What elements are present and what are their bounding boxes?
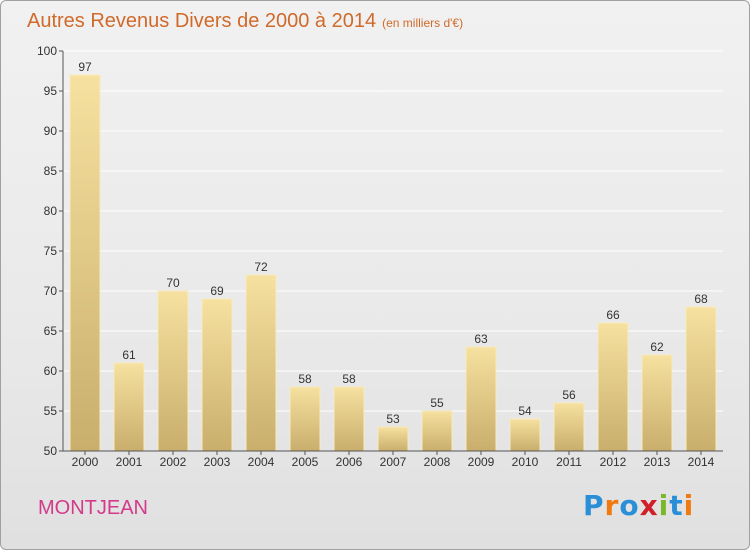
- value-label-2012: 66: [606, 308, 620, 322]
- bar-2001: [113, 362, 145, 452]
- x-tick-label-2003: 2003: [204, 455, 231, 469]
- x-tick-label-2004: 2004: [248, 455, 275, 469]
- chart-title-unit: (en milliers d'€): [382, 16, 464, 30]
- chart-title: Autres Revenus Divers de 2000 à 2014 (en …: [27, 10, 463, 33]
- y-tick-label: 55: [44, 404, 58, 418]
- value-label-2002: 70: [166, 276, 180, 290]
- y-tick-label: 95: [44, 84, 58, 98]
- value-label-2013: 62: [650, 340, 664, 354]
- chart-title-text: Autres Revenus Divers de 2000 à 2014: [27, 10, 377, 32]
- x-tick-label-2000: 2000: [72, 455, 99, 469]
- logo-letter: t: [669, 489, 684, 522]
- y-tick-label: 70: [44, 284, 58, 298]
- bar-2013: [641, 354, 673, 452]
- bars: [69, 74, 717, 452]
- x-tick-label-2011: 2011: [556, 455, 582, 469]
- value-label-2010: 54: [518, 404, 532, 418]
- proxiti-logo: Proxiti: [583, 489, 694, 522]
- bar-2002: [157, 290, 189, 452]
- bar-2000: [69, 74, 101, 452]
- value-label-2014: 68: [694, 292, 708, 306]
- bar-2012: [597, 322, 629, 452]
- x-tick-label-2013: 2013: [644, 455, 671, 469]
- x-axis: 2000 2001 2002 2003 2004 2005 2006 2007 2008 2009…: [63, 450, 723, 469]
- bar-2009: [465, 346, 497, 452]
- y-tick-label: 75: [44, 244, 58, 258]
- value-label-2001: 61: [122, 348, 136, 362]
- bar-2010: [509, 418, 541, 452]
- y-tick-label: 85: [44, 164, 58, 178]
- logo-letter: P: [583, 489, 605, 522]
- x-tick-label-2008: 2008: [424, 455, 451, 469]
- value-label-2005: 58: [298, 372, 312, 386]
- value-labels: 97 61 70 69 72 58 58 53 55 63 54 56 66 62 68: [78, 60, 708, 426]
- y-tick-label: 80: [44, 204, 58, 218]
- x-tick-label-2002: 2002: [160, 455, 187, 469]
- bar-2003: [201, 298, 233, 452]
- x-tick-label-2005: 2005: [292, 455, 319, 469]
- value-label-2003: 69: [210, 284, 224, 298]
- value-label-2011: 56: [562, 388, 576, 402]
- logo-letter: r: [604, 489, 620, 522]
- bar-2011: [553, 402, 585, 452]
- bar-2004: [245, 274, 277, 452]
- logo-letter: i: [683, 489, 695, 522]
- y-axis: 50 55 60 65 70 75 80 85 90 95 100: [37, 44, 64, 458]
- value-label-2009: 63: [474, 332, 488, 346]
- value-label-2000: 97: [78, 60, 92, 74]
- x-tick-label-2006: 2006: [336, 455, 363, 469]
- x-tick-label-2012: 2012: [600, 455, 627, 469]
- y-tick-label: 50: [44, 444, 58, 458]
- logo-letter: i: [658, 489, 670, 522]
- bar-2014: [685, 306, 717, 452]
- y-tick-label: 90: [44, 124, 58, 138]
- bar-2008: [421, 410, 453, 452]
- x-tick-label-2009: 2009: [468, 455, 495, 469]
- bar-2007: [377, 426, 409, 452]
- logo-letter: x: [639, 489, 659, 522]
- x-tick-label-2007: 2007: [380, 455, 407, 469]
- value-label-2007: 53: [386, 412, 400, 426]
- value-label-2004: 72: [254, 260, 268, 274]
- value-label-2006: 58: [342, 372, 356, 386]
- x-tick-label-2014: 2014: [688, 455, 715, 469]
- y-tick-label: 65: [44, 324, 58, 338]
- y-tick-label: 60: [44, 364, 58, 378]
- bar-2006: [333, 386, 365, 452]
- place-name: MONTJEAN: [38, 497, 148, 519]
- y-tick-label: 100: [37, 44, 57, 58]
- bar-2005: [289, 386, 321, 452]
- x-tick-label-2001: 2001: [116, 455, 143, 469]
- value-label-2008: 55: [430, 396, 444, 410]
- x-tick-label-2010: 2010: [512, 455, 539, 469]
- logo-letter: o: [619, 489, 640, 522]
